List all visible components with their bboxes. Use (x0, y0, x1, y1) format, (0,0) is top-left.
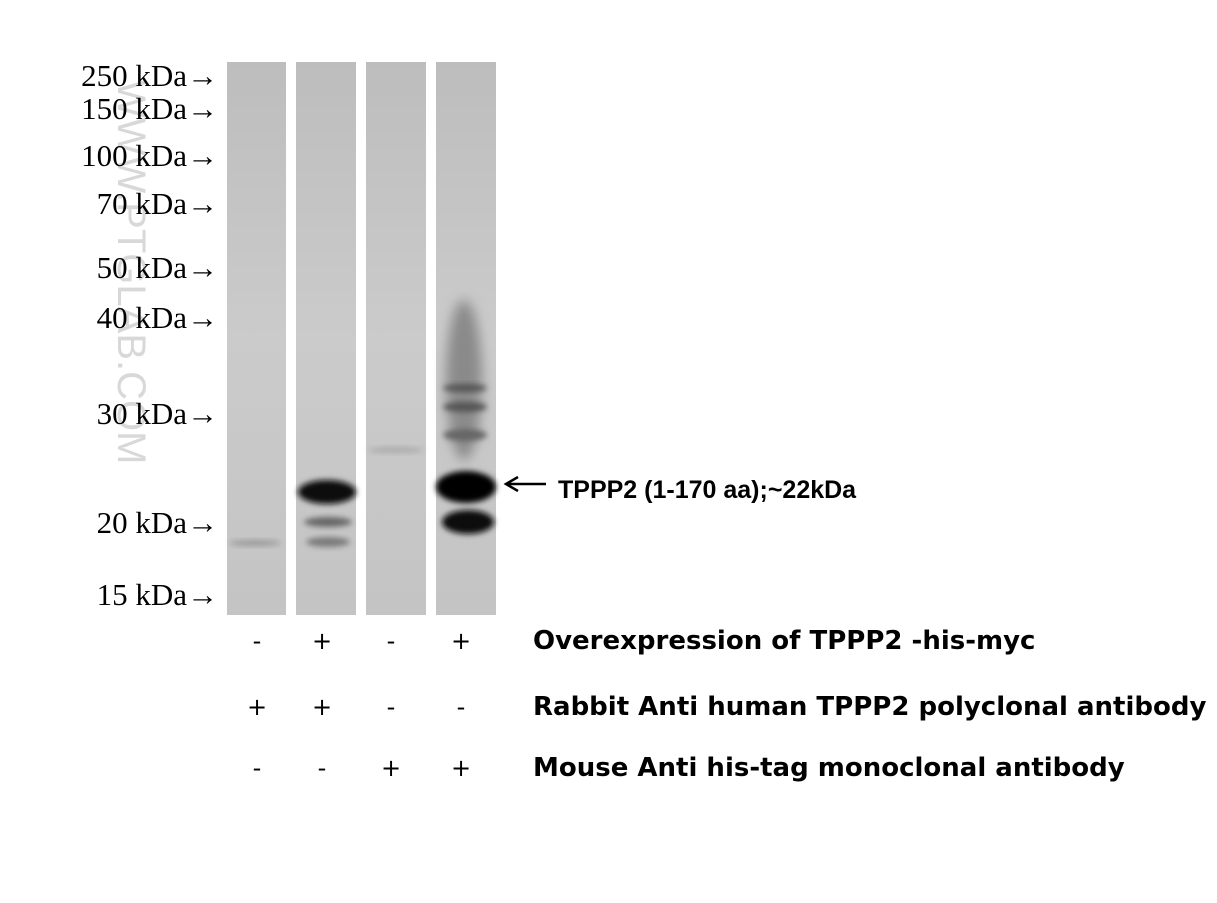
lane (227, 62, 286, 615)
lane-sign: - (387, 627, 396, 655)
lane-sign: - (253, 754, 262, 782)
band (443, 384, 487, 392)
lane (296, 62, 356, 615)
band (304, 517, 352, 527)
condition-label: Mouse Anti his-tag monoclonal antibody (533, 753, 1125, 783)
marker-label: 40 kDa→ (97, 300, 218, 335)
smear (446, 300, 482, 460)
lane (366, 62, 426, 615)
marker-label: 70 kDa→ (97, 186, 218, 221)
condition-label: Overexpression of TPPP2 -his-myc (533, 626, 1035, 656)
lane-sign: - (318, 754, 327, 782)
marker-label: 15 kDa→ (97, 577, 218, 612)
marker-label: 250 kDa→ (81, 58, 218, 93)
lane-sign: + (312, 693, 332, 721)
marker-label: 20 kDa→ (97, 505, 218, 540)
band (442, 510, 494, 534)
band (368, 447, 424, 453)
band (229, 540, 281, 546)
lane-sign: + (381, 754, 401, 782)
band-label: TPPP2 (1-170 aa);~22kDa (558, 476, 857, 504)
lane-sign: + (312, 627, 332, 655)
marker-label: 150 kDa→ (81, 91, 218, 126)
lane-sign: - (457, 693, 466, 721)
lane-sign: - (253, 627, 262, 655)
lane-sign: + (451, 627, 471, 655)
band (443, 402, 487, 412)
band (306, 537, 350, 547)
lane-sign: + (247, 693, 267, 721)
arrow (503, 475, 546, 493)
band (436, 471, 496, 503)
marker-label: 100 kDa→ (81, 138, 218, 173)
condition-label: Rabbit Anti human TPPP2 polyclonal antib… (533, 692, 1206, 722)
marker-label: 50 kDa→ (97, 250, 218, 285)
lane-sign: - (387, 693, 396, 721)
band (298, 480, 356, 504)
lane-sign: + (451, 754, 471, 782)
band (443, 429, 487, 441)
watermark: WWW.PTGLAB.COM (109, 80, 153, 464)
blot (227, 62, 496, 615)
marker-label: 30 kDa→ (97, 396, 218, 431)
